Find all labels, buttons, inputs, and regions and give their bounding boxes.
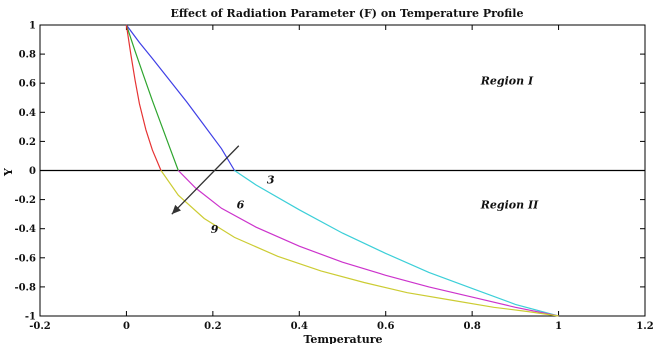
x-tick-label: 0.2 [204, 321, 221, 332]
x-axis-label: Temperature [303, 333, 382, 344]
y-tick-label: 0.6 [19, 79, 36, 90]
x-tick-label: 0.4 [291, 321, 308, 332]
series-9-segment-2 [160, 170, 559, 317]
region-annotations: Region I Region II [480, 75, 539, 212]
y-tick-label: -0.2 [14, 195, 36, 206]
arrow-head [171, 204, 181, 215]
curve-labels: 3 6 9 [211, 174, 275, 236]
x-tick-label: 0 [123, 321, 130, 332]
x-tick-label: 0.6 [377, 321, 394, 332]
x-tick-label: -0.2 [29, 321, 51, 332]
y-tick-label: -0.4 [14, 224, 36, 235]
curve-label-3: 3 [267, 174, 275, 187]
trend-arrow [171, 145, 240, 215]
y-tick-label: 1 [29, 21, 36, 32]
y-tick-label: -0.8 [14, 282, 36, 293]
chart-title: Effect of Radiation Parameter (F) on Tem… [171, 7, 524, 20]
temperature-curves [125, 24, 559, 317]
series-3-segment-2 [234, 170, 559, 317]
x-tick-label: 0.8 [463, 321, 480, 332]
region-label: Region I [480, 75, 534, 88]
y-tick-label: 0.8 [19, 50, 36, 61]
series-6-segment-1 [125, 24, 179, 171]
x-tick-label: 1 [555, 321, 562, 332]
region-label: Region II [480, 198, 539, 211]
curve-label-9: 9 [211, 223, 219, 236]
y-tick-label: -1 [25, 312, 36, 323]
y-tick-label: 0.2 [19, 137, 36, 148]
axis-ticks: -0.2 0 0.2 0.4 0.6 0.8 1 1.210.80.60.40.20-0.2-… [14, 21, 653, 333]
y-axis-label: Y [2, 168, 15, 177]
y-tick-label: -0.6 [14, 253, 36, 264]
series-9-segment-1 [125, 24, 162, 171]
series-3-segment-1 [125, 24, 236, 171]
x-tick-label: 1.2 [636, 321, 653, 332]
curve-label-6: 6 [237, 198, 245, 211]
y-tick-label: 0 [29, 166, 36, 177]
arrow-shaft [171, 145, 240, 215]
y-tick-label: 0.4 [19, 108, 36, 119]
series-6-segment-2 [177, 170, 559, 317]
